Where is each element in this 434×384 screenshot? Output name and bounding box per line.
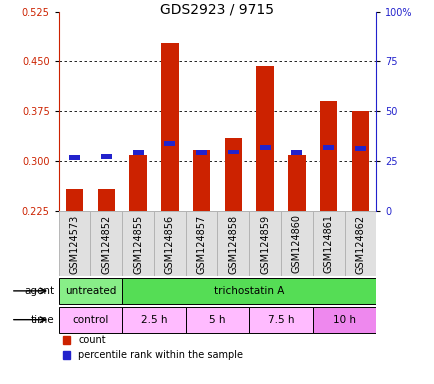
Bar xyxy=(164,141,175,146)
Text: untreated: untreated xyxy=(65,286,116,296)
Text: trichostatin A: trichostatin A xyxy=(214,286,284,296)
Bar xyxy=(312,307,375,333)
Bar xyxy=(101,154,112,159)
Text: 10 h: 10 h xyxy=(332,314,355,325)
Text: GSM124857: GSM124857 xyxy=(196,214,206,274)
Bar xyxy=(59,211,90,276)
Bar xyxy=(256,66,273,211)
Bar xyxy=(69,155,80,160)
Bar xyxy=(66,189,83,211)
Bar xyxy=(312,211,344,276)
Text: GSM124861: GSM124861 xyxy=(323,214,333,273)
Text: GSM124855: GSM124855 xyxy=(133,214,143,274)
Text: 5 h: 5 h xyxy=(209,314,225,325)
Bar xyxy=(129,155,147,211)
Bar xyxy=(196,150,207,155)
Bar xyxy=(354,146,365,151)
Bar xyxy=(154,211,185,276)
Bar xyxy=(227,150,238,154)
Bar xyxy=(122,278,375,304)
Bar xyxy=(280,211,312,276)
Text: time: time xyxy=(31,314,54,325)
Text: GDS2923 / 9715: GDS2923 / 9715 xyxy=(160,2,274,17)
Bar xyxy=(249,211,280,276)
Bar xyxy=(319,101,337,211)
Bar xyxy=(259,145,270,150)
Bar xyxy=(344,211,375,276)
Bar xyxy=(322,145,333,150)
Text: GSM124862: GSM124862 xyxy=(355,214,365,273)
Bar xyxy=(287,155,305,211)
Bar xyxy=(90,211,122,276)
Text: GSM124856: GSM124856 xyxy=(164,214,174,273)
Bar xyxy=(351,111,368,211)
Text: GSM124852: GSM124852 xyxy=(101,214,111,274)
Bar xyxy=(132,150,143,155)
Bar xyxy=(97,189,115,211)
Bar xyxy=(122,211,154,276)
Text: 7.5 h: 7.5 h xyxy=(267,314,293,325)
Bar xyxy=(224,138,242,211)
Bar xyxy=(192,150,210,211)
Text: GSM124860: GSM124860 xyxy=(291,214,301,273)
Bar xyxy=(217,211,249,276)
Bar xyxy=(249,307,312,333)
Text: agent: agent xyxy=(24,286,54,296)
Bar xyxy=(291,150,302,155)
Bar xyxy=(59,278,122,304)
Bar xyxy=(122,307,185,333)
Bar xyxy=(59,307,122,333)
Legend: count, percentile rank within the sample: count, percentile rank within the sample xyxy=(59,331,247,364)
Text: GSM124573: GSM124573 xyxy=(69,214,79,274)
Text: 2.5 h: 2.5 h xyxy=(141,314,167,325)
Text: GSM124858: GSM124858 xyxy=(228,214,238,273)
Bar xyxy=(185,211,217,276)
Text: GSM124859: GSM124859 xyxy=(260,214,270,273)
Bar xyxy=(185,307,249,333)
Text: control: control xyxy=(72,314,108,325)
Bar xyxy=(161,43,178,211)
